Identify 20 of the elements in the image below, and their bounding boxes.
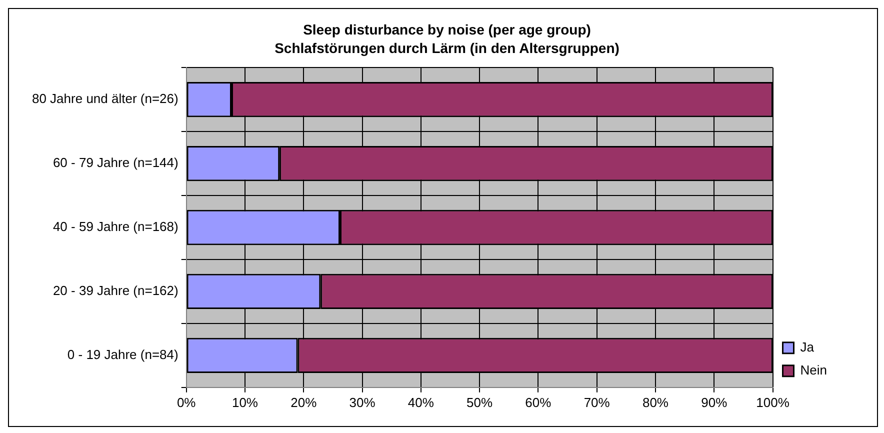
y-tick-label: 80 Jahre und älter (n=26) <box>32 91 178 106</box>
x-tick-label: 10% <box>232 394 258 410</box>
x-tick-label: 40% <box>408 394 434 410</box>
x-tick-label: 60% <box>525 394 552 410</box>
x-tick-label: 0% <box>176 394 196 410</box>
x-tick-label: 50% <box>466 394 493 410</box>
x-tick-label: 90% <box>701 394 728 410</box>
x-tick-label: 30% <box>349 394 376 410</box>
legend-label: Ja <box>800 339 815 354</box>
y-tick-label: 40 - 59 Jahre (n=168) <box>52 219 178 234</box>
chart-title: Sleep disturbance by noise (per age group) <box>303 21 591 38</box>
x-tick-label: 70% <box>584 394 610 410</box>
y-tick-label: 60 - 79 Jahre (n=144) <box>52 155 178 170</box>
x-tick-label: 100% <box>756 394 790 410</box>
y-tick-label: 20 - 39 Jahre (n=162) <box>52 283 178 298</box>
y-tick-label: 0 - 19 Jahre (n=84) <box>67 347 178 362</box>
x-tick-label: 80% <box>642 394 669 410</box>
chart-subtitle: Schlafstörungen durch Lärm (in den Altersgruppen) <box>274 40 620 56</box>
legend-label: Nein <box>800 362 828 378</box>
x-tick-label: 20% <box>290 394 318 410</box>
